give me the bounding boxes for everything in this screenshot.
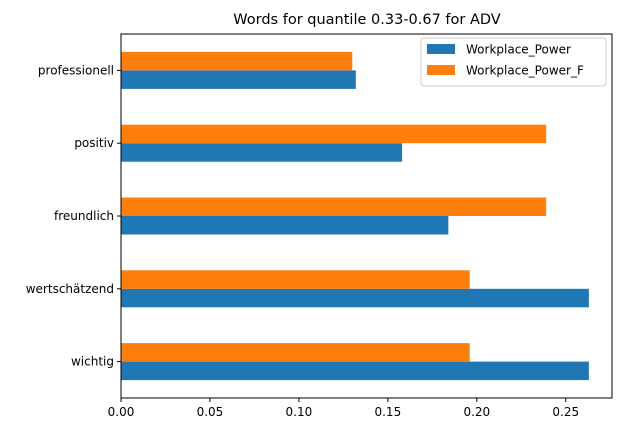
chart-title: Words for quantile 0.33-0.67 for ADV — [233, 12, 501, 28]
x-tick-label: 0.25 — [552, 405, 579, 419]
legend-label: Workplace_Power — [466, 43, 571, 57]
bar-workplace_power_f-4 — [121, 51, 353, 71]
bar-workplace_power_f-2 — [121, 197, 547, 216]
x-tick-label: 0.10 — [286, 405, 313, 419]
y-tick-label: professionell — [38, 63, 114, 77]
bar-workplace_power_f-0 — [121, 343, 470, 362]
bar-workplace_power_f-1 — [121, 270, 470, 289]
bar-workplace_power-0 — [121, 361, 589, 381]
bar-workplace_power-3 — [121, 143, 403, 162]
bar-workplace_power-4 — [121, 70, 356, 89]
y-tick-label: freundlich — [54, 209, 114, 223]
bar-workplace_power-2 — [121, 216, 449, 235]
x-axis: 0.00 0.05 0.10 0.15 0.20 0.25 — [108, 398, 579, 419]
x-tick-label: 0.20 — [463, 405, 490, 419]
legend-swatch — [427, 65, 455, 75]
legend: Workplace_Power Workplace_Power_F — [420, 37, 607, 87]
y-axis: wichtig wertschätzend freundlich positiv pro… — [26, 63, 121, 369]
legend-swatch — [427, 44, 455, 54]
legend-label: Workplace_Power_F — [466, 64, 584, 78]
bar-workplace_power-1 — [121, 288, 589, 308]
bars-group — [121, 51, 589, 381]
legend-box — [420, 37, 607, 87]
y-tick-label: wichtig — [71, 355, 114, 369]
x-tick-label: 0.15 — [374, 405, 401, 419]
y-tick-label: wertschätzend — [26, 282, 114, 296]
bar-workplace_power_f-3 — [121, 124, 547, 144]
x-tick-label: 0.05 — [197, 405, 224, 419]
x-tick-label: 0.00 — [108, 405, 135, 419]
y-tick-label: positiv — [74, 136, 114, 150]
